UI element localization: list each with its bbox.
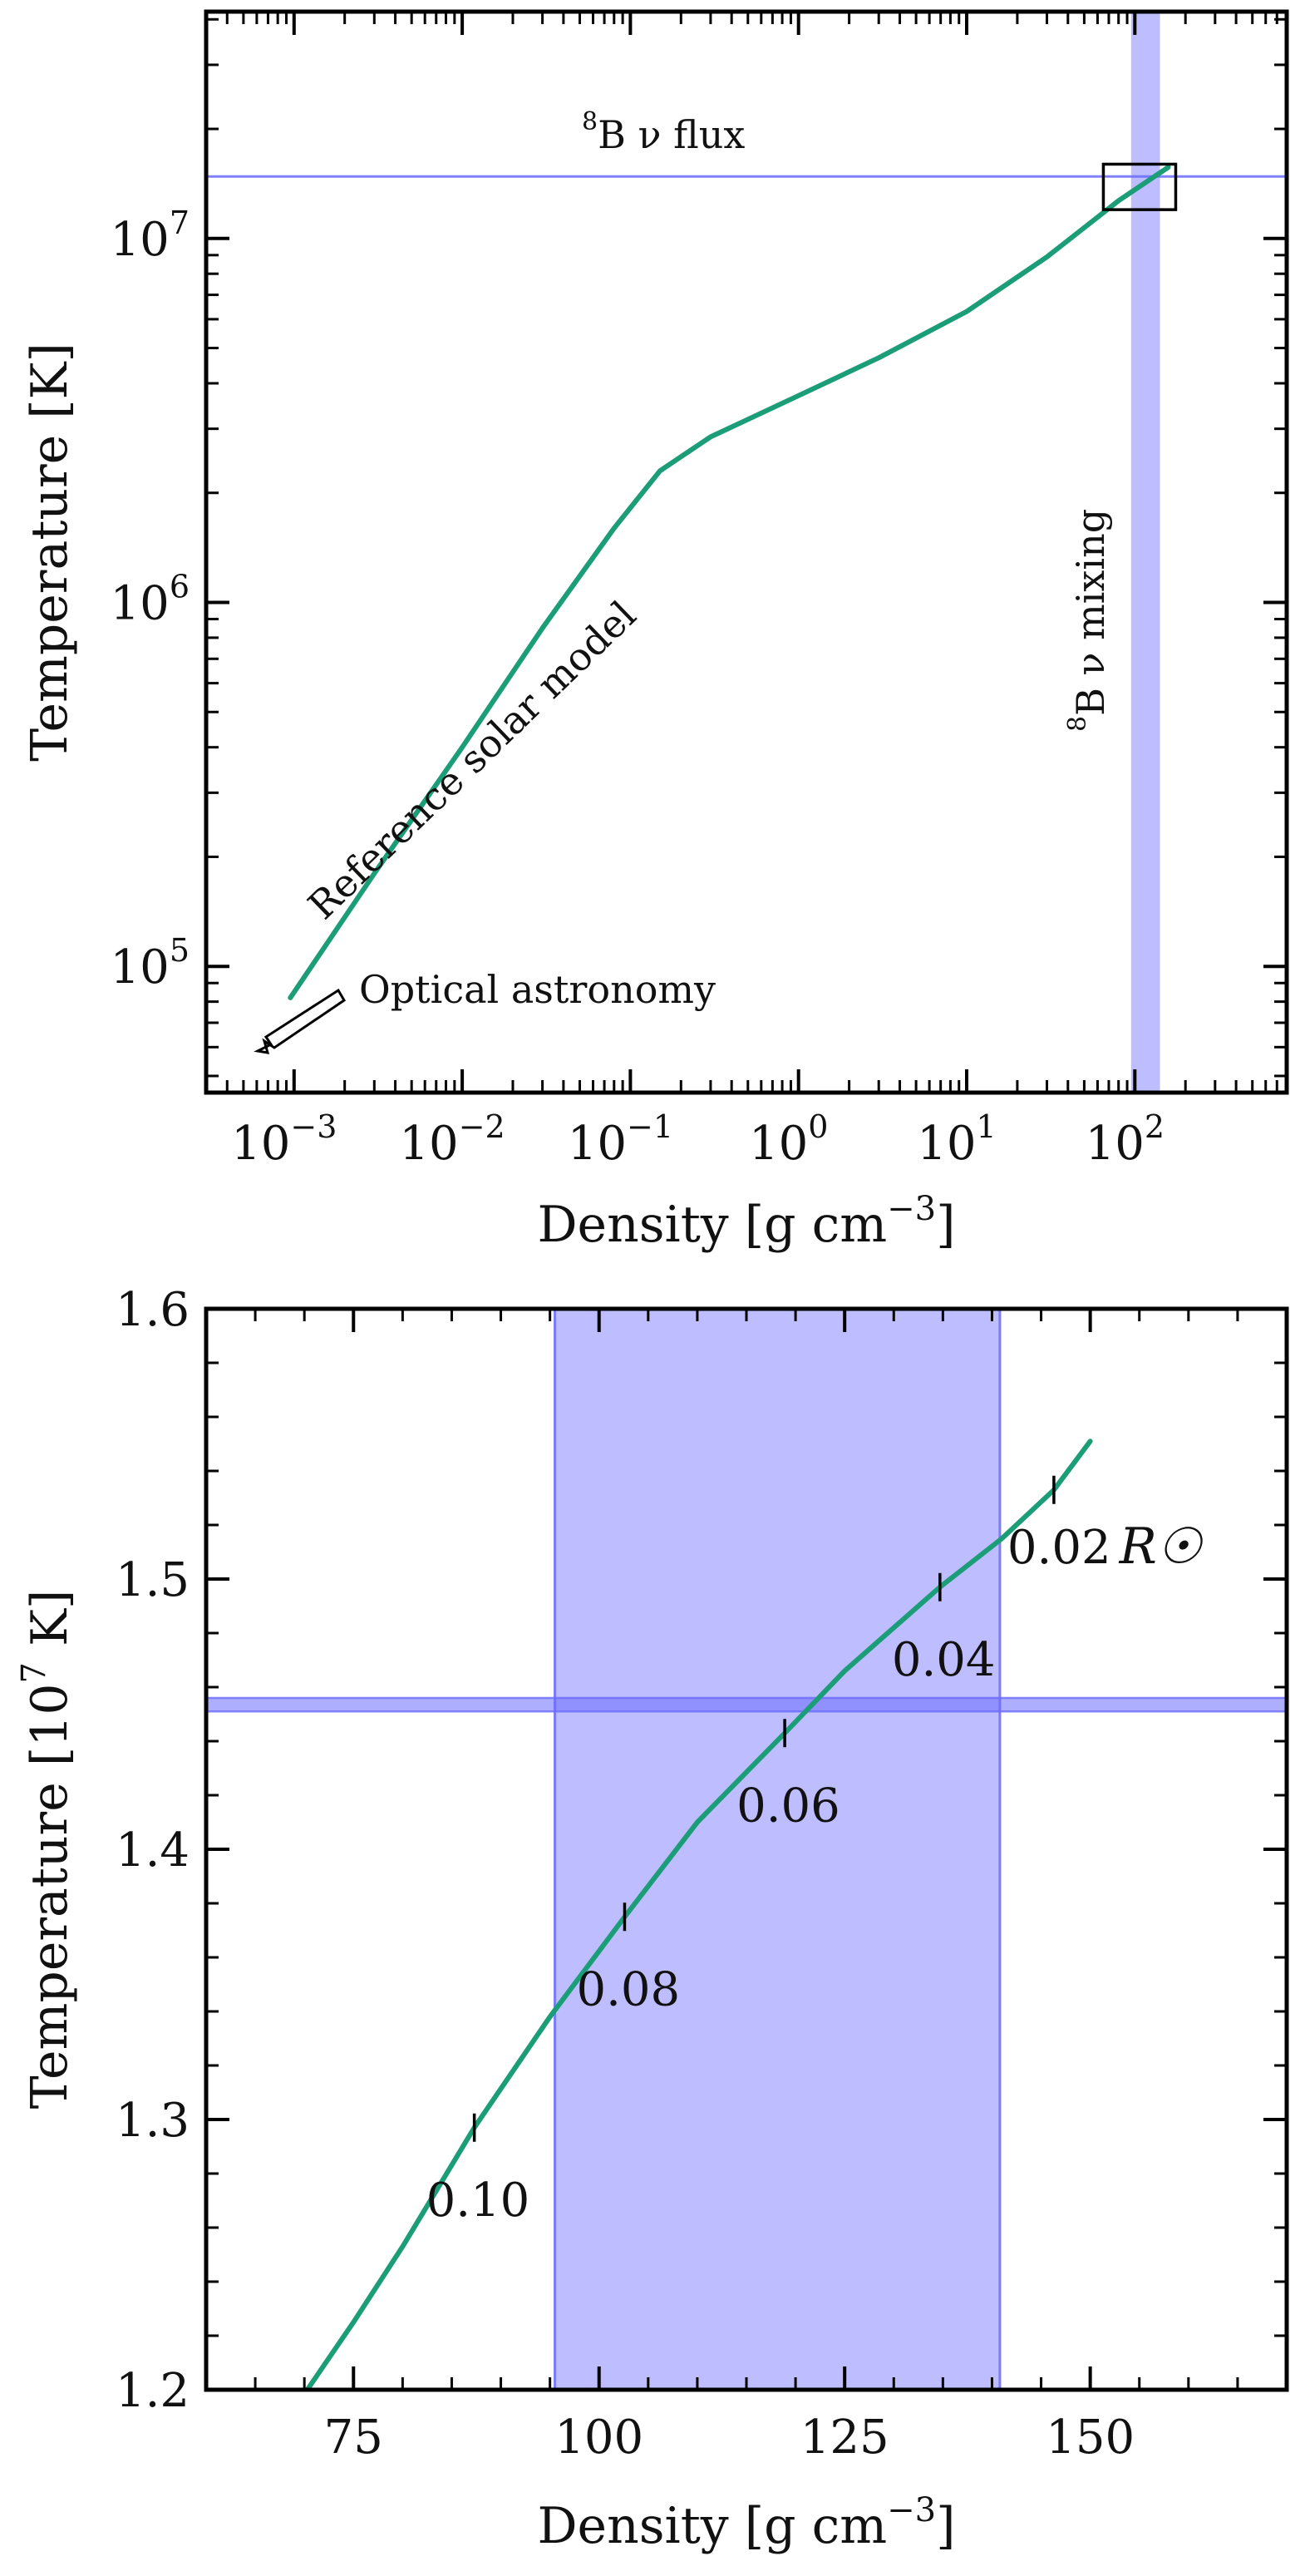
y-tick-label: 1.2 (116, 2364, 190, 2418)
radius-label-value: 0.08 (576, 1962, 680, 2016)
bottom-curve-layer (304, 1439, 1093, 2390)
y-tick-base: 10 (111, 577, 170, 631)
x-tick-base: 10 (399, 1117, 458, 1171)
vertical-band-mixing (554, 1309, 1002, 2390)
radius-label: 0.08 (576, 1962, 680, 2016)
radius-label: 0.02 R☉ (1007, 1517, 1204, 1576)
x-tick-label: 75 (324, 2411, 383, 2465)
y-tick-exponent: 6 (170, 569, 190, 605)
x-tick-exponent: 2 (1145, 1108, 1165, 1145)
radius-label: 0.04 (892, 1633, 996, 1687)
x-tick-label: 10−2 (399, 1108, 505, 1171)
bottom-y-tick-labels: 1.2 1.3 1.4 1.5 1.6 (116, 1283, 190, 2418)
radius-label-value: 0.04 (892, 1633, 996, 1687)
x-tick-exponent: −3 (290, 1108, 337, 1145)
radius-markers: 0.02 R☉ 0.04 0.06 0.08 0.10 (426, 1475, 1204, 2228)
x-tick-exponent: −2 (459, 1108, 505, 1145)
x-tick-base: 10 (749, 1117, 808, 1171)
y-tick-label: 107 (111, 205, 190, 267)
optical-arrow (254, 988, 347, 1054)
y-tick-label: 1.6 (116, 1283, 190, 1337)
bottom-panel: 75 100 125 150 1.21.31.41.51.6 0.02 R☉0.040.… (15, 1283, 1289, 2555)
model-label: Reference solar model (299, 592, 644, 928)
flux-label: 8B ν flux (582, 107, 745, 157)
top-bands (206, 12, 1287, 1093)
y-tick-label: 1.5 (116, 1553, 190, 1607)
y-tick-exponent: 5 (170, 932, 190, 969)
x-tick-label: 102 (1086, 1108, 1165, 1171)
y-tick-label: 1.3 (116, 2094, 190, 2148)
top-x-tick-labels: 10−3 10−2 10−1 100 101 102 (231, 1108, 1165, 1171)
radius-label-value: 0.06 (736, 1779, 840, 1833)
optical-label: Optical astronomy (359, 967, 716, 1012)
bottom-x-axis-label: Density [g cm−3] (537, 2491, 955, 2555)
radius-label-value: 0.02 (1007, 1521, 1111, 1575)
y-tick-label: 1.4 (116, 1823, 190, 1878)
x-tick-base: 10 (917, 1117, 976, 1171)
bottom-bands (206, 1309, 1287, 2390)
y-tick-label: 106 (111, 569, 190, 631)
x-tick-base: 10 (568, 1117, 627, 1171)
x-tick-label: 125 (800, 2411, 889, 2465)
top-plot-frame (204, 9, 1289, 1095)
y-tick-base: 10 (111, 213, 170, 267)
solar-radius-symbol: R☉ (1119, 1517, 1204, 1576)
zoom-box (1101, 162, 1178, 211)
x-tick-label: 101 (917, 1108, 996, 1171)
x-tick-exponent: −1 (627, 1108, 673, 1145)
radius-label: 0.06 (736, 1779, 840, 1833)
mixing-label: 8B ν mixing (1063, 509, 1113, 732)
y-tick-label: 105 (111, 932, 190, 994)
solar-model-curve (288, 165, 1171, 1000)
x-tick-label: 100 (554, 2411, 643, 2465)
x-tick-label: 10−3 (231, 1108, 337, 1171)
x-tick-base: 10 (231, 1117, 290, 1171)
x-tick-label: 150 (1046, 2411, 1135, 2465)
horizontal-band-flux (206, 1696, 1287, 1713)
top-curve-layer (288, 162, 1178, 1000)
x-tick-label: 100 (749, 1108, 828, 1171)
top-y-axis-label: Temperature [K] (21, 343, 79, 762)
x-tick-base: 10 (1086, 1117, 1145, 1171)
top-ticks (204, 12, 1288, 1093)
radius-label-value: 0.10 (426, 2174, 530, 2228)
bottom-ticks (206, 1307, 1288, 2391)
top-x-axis-label: Density [g cm−3] (537, 1190, 955, 1254)
radius-label: 0.10 (426, 2174, 530, 2228)
bottom-x-tick-labels: 75 100 125 150 (324, 2411, 1135, 2465)
solar-model-curve (304, 1439, 1093, 2390)
y-tick-exponent: 7 (170, 205, 190, 241)
x-tick-exponent: 0 (808, 1108, 828, 1145)
bottom-y-axis-label: Temperature [107 K] (15, 1590, 79, 2110)
x-tick-exponent: 1 (977, 1108, 997, 1145)
y-tick-base: 10 (111, 940, 170, 994)
x-tick-label: 10−1 (568, 1108, 673, 1171)
